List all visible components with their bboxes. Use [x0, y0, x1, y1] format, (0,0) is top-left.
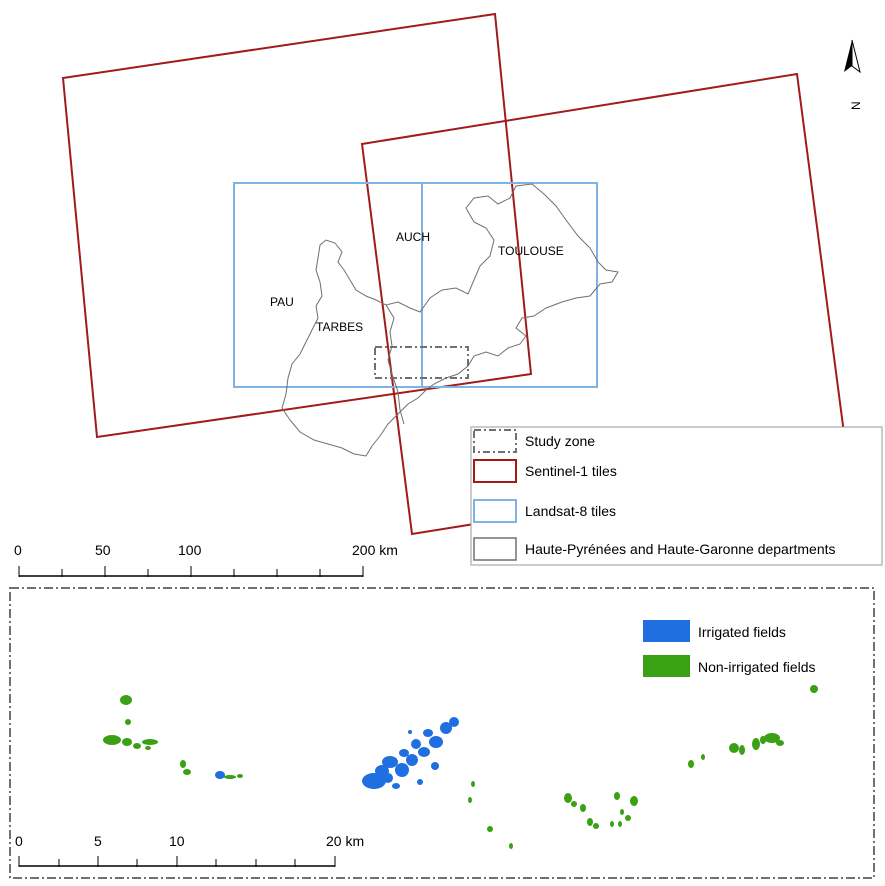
legend-label-study-zone: Study zone: [525, 433, 595, 449]
landsat8-tile-east: [421, 182, 598, 388]
sentinel1-tile-west: [61, 12, 533, 439]
city-label-auch: AUCH: [396, 230, 430, 244]
legend-label-landsat8: Landsat-8 tiles: [525, 503, 616, 519]
non-irrigated-fields: [103, 685, 818, 849]
departments-outline: [281, 183, 619, 457]
legend-swatch-irrigated: [643, 620, 690, 642]
scale-bottom-tick-0: 0: [15, 833, 23, 849]
city-label-pau: PAU: [270, 295, 294, 309]
legend-label-non-irrigated: Non-irrigated fields: [698, 659, 816, 675]
study-zone-overview: [374, 346, 469, 379]
city-label-tarbes: TARBES: [316, 320, 363, 334]
scale-bar-top: 0 50 100 200 km: [14, 542, 398, 577]
north-label: N: [849, 101, 863, 110]
legend-swatch-sentinel1: [473, 459, 517, 483]
scale-bottom-tick-5: 5: [94, 833, 102, 849]
legend-bottom: Irrigated fields Non-irrigated fields: [643, 620, 816, 677]
scale-bottom-tick-10: 10: [169, 833, 185, 849]
legend-swatch-non-irrigated: [643, 655, 690, 677]
legend-label-irrigated: Irrigated fields: [698, 624, 786, 640]
scale-top-tick-200: 200 km: [352, 542, 398, 558]
scale-top-tick-50: 50: [95, 542, 111, 558]
scale-bar-bottom: 0 5 10 20 km: [15, 833, 364, 867]
north-arrow-icon: N: [844, 39, 863, 110]
city-label-toulouse: TOULOUSE: [498, 244, 564, 258]
legend-top: Study zone Sentinel-1 tiles Landsat-8 ti…: [470, 426, 883, 566]
scale-top-tick-100: 100: [178, 542, 202, 558]
legend-swatch-landsat8: [473, 499, 517, 523]
legend-label-sentinel1: Sentinel-1 tiles: [525, 463, 617, 479]
legend-swatch-study-zone: [473, 429, 517, 453]
legend-swatch-departments: [473, 537, 517, 561]
irrigated-fields: [215, 717, 459, 789]
department-divide: [385, 304, 405, 425]
legend-label-departments: Haute-Pyrénées and Haute-Garonne departm…: [525, 541, 836, 557]
scale-bottom-tick-20: 20 km: [326, 833, 364, 849]
scale-top-tick-0: 0: [14, 542, 22, 558]
landsat8-tile-west: [233, 182, 423, 388]
study-zone-frame: [9, 587, 875, 879]
